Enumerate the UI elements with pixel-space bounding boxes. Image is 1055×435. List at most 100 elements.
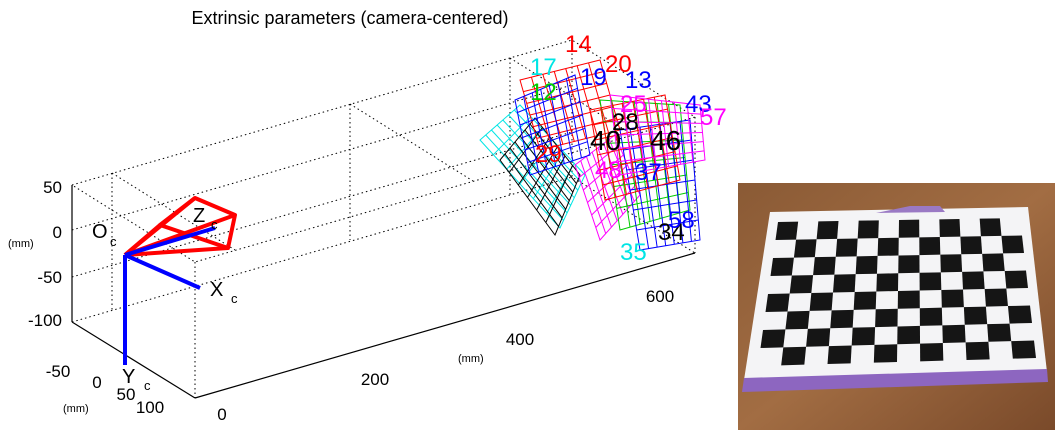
board-grid: [606, 139, 684, 144]
board-grid: [611, 107, 701, 115]
checker-square: [775, 221, 799, 240]
checker-square: [876, 273, 899, 292]
checker-square: [857, 220, 879, 239]
checker-square: [827, 345, 852, 364]
checker-square: [855, 255, 878, 275]
checker-square: [960, 236, 983, 255]
vertical-tick-label: 0: [53, 223, 62, 242]
checker-square: [965, 341, 990, 360]
camera-label-sub: c: [231, 291, 238, 306]
checker-square: [920, 343, 944, 362]
board-label: 43: [685, 91, 712, 118]
lateral-unit: (mm): [63, 403, 89, 415]
board-label: 13: [625, 67, 652, 94]
board-label: 35: [620, 239, 647, 266]
checker-square: [835, 238, 858, 257]
checker-square: [1007, 305, 1032, 324]
checker-square: [816, 221, 839, 240]
board-grid: [636, 219, 699, 231]
boards: [479, 59, 706, 251]
board-grid: [527, 146, 558, 198]
board-grid: [583, 154, 624, 191]
checker-square: [941, 289, 964, 308]
board-grid: [595, 184, 637, 228]
depth-tick-label: 200: [361, 370, 389, 389]
checker-square: [979, 218, 1002, 237]
board-label: 20: [605, 51, 632, 78]
board-grid: [626, 159, 694, 171]
checker-square: [830, 309, 854, 329]
board-grid: [594, 122, 671, 141]
board-grid: [578, 144, 620, 178]
checker-square: [833, 274, 856, 293]
board-grid: [527, 141, 588, 163]
vertical-tick-label: -50: [37, 268, 62, 287]
board-grid: [618, 150, 705, 163]
camera-label-sub: c: [211, 217, 218, 232]
board-grid: [532, 151, 564, 199]
board-grid: [526, 82, 607, 104]
checker-square: [760, 329, 786, 348]
checkerboard-photo: [738, 183, 1055, 430]
board-label: 40: [590, 125, 621, 156]
checker-square: [897, 325, 921, 345]
board-grid: [591, 174, 633, 216]
vertical-tick-label: 50: [43, 178, 62, 197]
checker-square: [984, 288, 1008, 307]
checker-square: [919, 237, 941, 256]
checker-square: [789, 275, 814, 294]
board-grid: [614, 132, 703, 136]
checker-square: [919, 307, 943, 326]
board-label: 46: [650, 125, 681, 156]
checker-square: [898, 255, 920, 274]
board-grid: [613, 121, 702, 124]
board-grid: [529, 94, 611, 116]
vertical-tick-label: -100: [28, 311, 62, 330]
checker-square: [785, 310, 810, 330]
board-grid: [599, 151, 676, 171]
depth-unit: (mm): [458, 353, 484, 365]
vertical-unit: (mm): [8, 238, 34, 250]
checker-square: [940, 254, 963, 273]
checker-square: [963, 306, 988, 325]
board-label: 48: [595, 157, 622, 184]
board-grid: [522, 114, 583, 138]
depth-tick-label: 0: [217, 405, 226, 424]
checker-square: [877, 237, 899, 256]
board-label: 34: [658, 219, 685, 246]
board-label: 37: [635, 159, 662, 186]
board-grid: [613, 174, 687, 188]
board-label: 14: [565, 31, 592, 58]
checker-square: [793, 239, 817, 258]
checker-square: [851, 327, 876, 346]
board-grid: [602, 165, 678, 186]
depth-tick-label: 600: [646, 287, 674, 306]
camera-label: Y: [122, 366, 135, 388]
checker-square: [1004, 270, 1028, 289]
checker-square: [939, 219, 961, 237]
checker-square: [919, 272, 942, 291]
checker-square: [1001, 235, 1024, 254]
checker-square: [987, 323, 1012, 342]
camera-label: O: [92, 221, 108, 243]
lateral-tick-label: 50: [117, 385, 136, 404]
board-grid: [597, 137, 673, 156]
checker-square: [942, 324, 966, 343]
board-grid: [609, 157, 686, 166]
checker-square: [873, 344, 898, 363]
checker-square: [770, 257, 794, 276]
board-label: 57: [700, 104, 727, 131]
camera-label-sub: c: [110, 234, 117, 249]
board-grid: [545, 165, 573, 223]
checker-square: [765, 293, 790, 312]
checker-square: [982, 253, 1005, 272]
checker-square: [806, 328, 831, 347]
lateral-tick-label: 0: [92, 373, 101, 392]
board-grid: [616, 141, 704, 149]
board-label: 19: [580, 64, 607, 91]
checker-square: [813, 256, 836, 276]
lateral-tick-label: 100: [136, 398, 164, 417]
